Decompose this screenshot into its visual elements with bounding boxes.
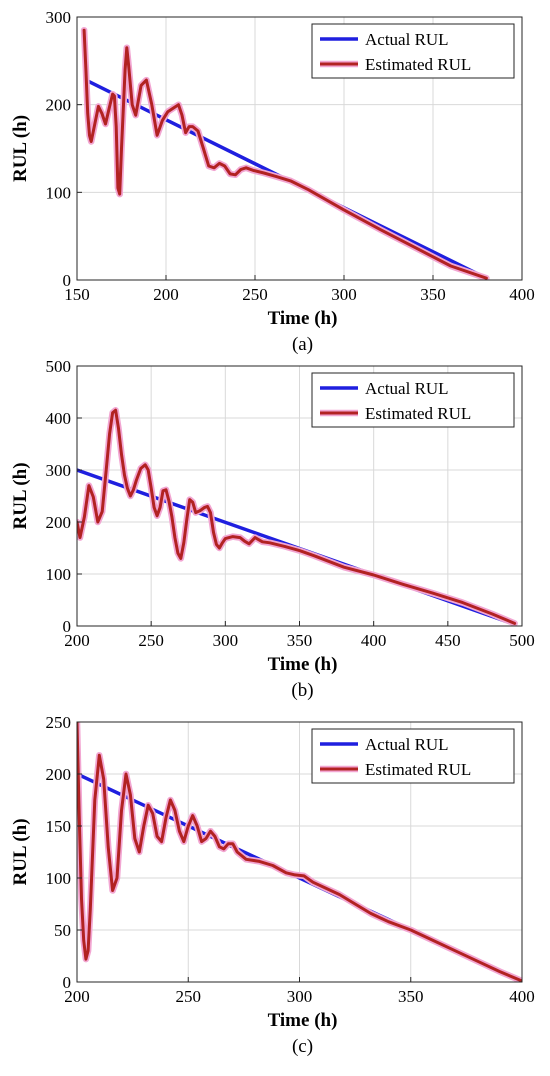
x-tick-label-c-3: 350	[398, 987, 424, 1006]
legend-label-actual-a: Actual RUL	[365, 30, 449, 49]
y-axis-title-a: RUL (h)	[10, 115, 31, 182]
y-tick-label-c-5: 250	[46, 713, 72, 732]
series-halo-estimated-b	[77, 406, 518, 626]
chart-panel-a: 150 200 250 300 350 400 0 100 200 300 Time (h) RUL …	[10, 8, 535, 355]
y-tick-label-c-3: 150	[46, 817, 72, 836]
x-tick-label-c-0: 200	[64, 987, 90, 1006]
y-tick-label-c-4: 200	[46, 765, 72, 784]
y-tick-label-b-0: 0	[63, 617, 72, 636]
x-tick-label-b-4: 400	[361, 631, 387, 650]
x-tick-label-b-5: 450	[435, 631, 461, 650]
y-tick-label-a-1: 100	[46, 183, 72, 202]
y-tick-label-b-2: 200	[46, 513, 72, 532]
x-tick-label-b-0: 200	[64, 631, 90, 650]
x-tick-label-b-3: 350	[287, 631, 313, 650]
legend-a	[311, 23, 515, 79]
x-tick-label-b-1: 250	[138, 631, 164, 650]
x-tick-label-a-5: 400	[509, 285, 535, 304]
plot-area-a	[76, 16, 523, 281]
x-tick-label-a-1: 200	[153, 285, 179, 304]
y-tick-label-a-0: 0	[63, 271, 72, 290]
y-tick-label-b-1: 100	[46, 565, 72, 584]
panel-label-b: (b)	[291, 680, 313, 701]
series-line-estimated-a	[82, 28, 488, 280]
legend-label-estimated-a: Estimated RUL	[365, 55, 471, 74]
x-tick-label-c-4: 400	[509, 987, 535, 1006]
y-tick-label-a-3: 300	[46, 8, 72, 27]
x-tick-label-b-6: 500	[509, 631, 535, 650]
legend-label-actual-b: Actual RUL	[365, 379, 449, 398]
legend-c	[311, 728, 515, 784]
legend-label-estimated-c: Estimated RUL	[365, 760, 471, 779]
x-tick-label-a-0: 150	[64, 285, 90, 304]
x-axis-title-a: Time (h)	[268, 308, 338, 329]
panel-label-c: (c)	[292, 1036, 313, 1057]
series-line-estimated-b	[77, 408, 517, 625]
x-tick-label-a-2: 250	[242, 285, 268, 304]
x-axis-title-b: Time (h)	[268, 654, 338, 675]
x-tick-label-c-2: 300	[287, 987, 313, 1006]
y-axis-title-c: RUL (h)	[10, 818, 31, 885]
y-tick-label-c-2: 100	[46, 869, 72, 888]
legend-label-estimated-b: Estimated RUL	[365, 404, 471, 423]
series-line-estimated-c	[77, 722, 522, 982]
panel-label-a: (a)	[292, 334, 313, 355]
x-tick-label-c-1: 250	[176, 987, 202, 1006]
y-tick-label-c-1: 50	[54, 921, 71, 940]
x-tick-label-b-2: 300	[213, 631, 239, 650]
y-tick-label-b-4: 400	[46, 409, 72, 428]
y-tick-label-b-5: 500	[46, 357, 72, 376]
y-tick-label-a-2: 200	[46, 96, 72, 115]
legend-b	[311, 372, 515, 428]
x-tick-label-a-3: 300	[331, 285, 357, 304]
x-axis-title-c: Time (h)	[268, 1010, 338, 1031]
chart-panel-b: 200 250 300 350 400 450 500 0 100 200 300 400 500 Tim…	[10, 357, 535, 701]
x-tick-label-a-4: 350	[420, 285, 446, 304]
y-tick-label-b-3: 300	[46, 461, 72, 480]
legend-label-actual-c: Actual RUL	[365, 735, 449, 754]
chart-panel-c: 200 250 300 350 400 0 50 100 150 200 250 Time (h) RU…	[10, 713, 535, 1057]
y-tick-label-c-0: 0	[63, 973, 72, 992]
y-axis-title-b: RUL (h)	[10, 462, 31, 529]
